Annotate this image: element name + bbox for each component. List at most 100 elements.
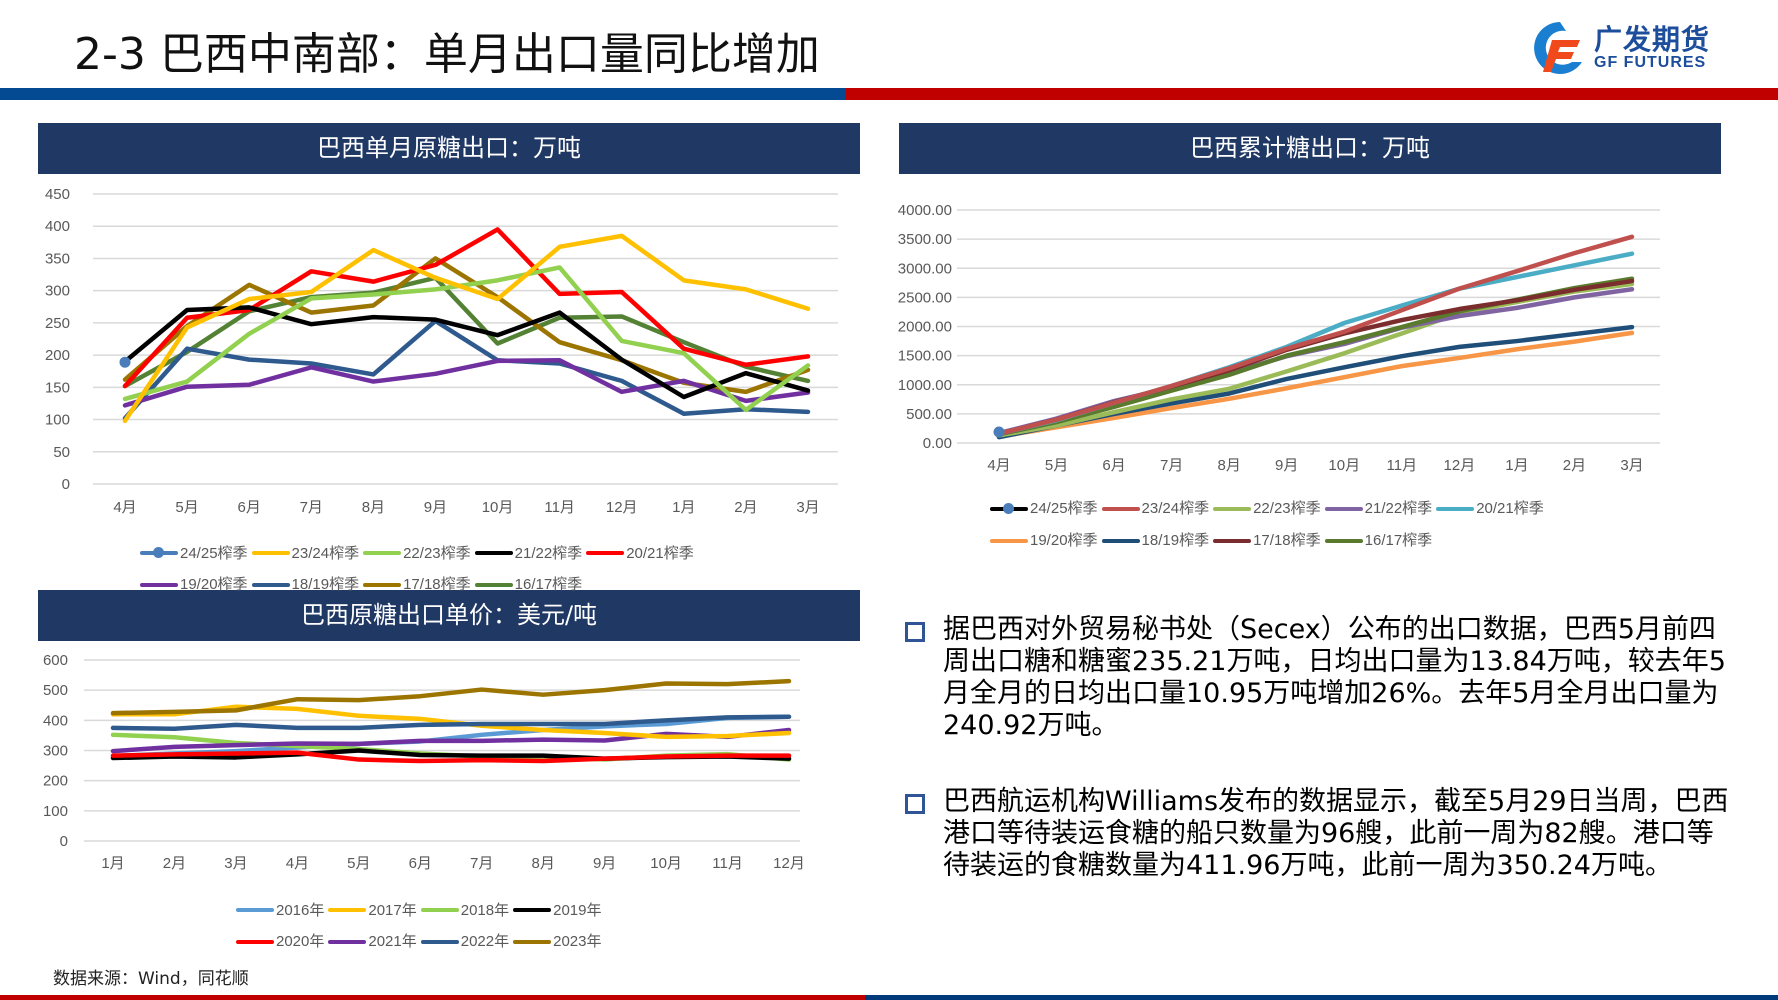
chart1-title-text: 巴西单月原糖出口：万吨	[317, 134, 581, 162]
commentary-2: 巴西航运机构Williams发布的数据显示，截至5月29日当周，巴西港口等待装运…	[905, 786, 1735, 882]
legend-item: 2016年	[236, 896, 324, 925]
legend-label: 21/22榨季	[514, 544, 583, 562]
x-tick-label: 6月	[1102, 457, 1125, 474]
legend-swatch-icon	[1213, 507, 1252, 511]
legend-item: 22/23榨季	[363, 539, 471, 568]
x-tick-label: 7月	[470, 855, 493, 872]
series-line-16/17榨季	[122, 275, 811, 389]
x-tick-label: 9月	[1275, 457, 1298, 474]
bullet-2: 巴西航运机构Williams发布的数据显示，截至5月29日当周，巴西港口等待装运…	[905, 786, 1735, 882]
y-tick-label: 200	[45, 347, 70, 364]
legend-item: 2023年	[513, 927, 602, 956]
y-tick-label: 2000.00	[898, 319, 952, 336]
x-tick-label: 6月	[238, 499, 261, 516]
legend-item: 2018年	[420, 896, 509, 925]
legend-swatch-icon	[328, 908, 367, 912]
chart3-legend: 2016年 2017年 2018年 2019年 2020年 2021年 2022年 2023年	[236, 893, 676, 956]
legend-swatch-icon	[140, 582, 178, 587]
legend-item: 2022年	[420, 927, 510, 956]
legend-item: 23/24榨季	[1101, 494, 1209, 524]
x-tick-label: 3月	[796, 499, 819, 516]
legend-swatch-icon	[1101, 539, 1140, 543]
legend-label: 2020年	[276, 933, 325, 950]
y-tick-label: 0	[62, 476, 70, 493]
y-tick-label: 1000.00	[898, 377, 952, 394]
chart2-legend: 24/25榨季 23/24榨季 22/23榨季 21/22榨季 20/21榨季 19/20…	[990, 492, 1630, 556]
legend-marker-icon	[1003, 503, 1014, 514]
chart3-title-text: 巴西原糖出口单价：美元/吨	[300, 601, 598, 629]
legend-label: 22/23榨季	[1253, 500, 1321, 517]
x-tick-label: 3月	[224, 855, 247, 872]
legend-label: 17/18榨季	[1253, 532, 1321, 549]
legend-item: 19/20榨季	[990, 526, 1098, 556]
series-line-2020年	[110, 750, 792, 764]
legend-label: 22/23榨季	[403, 544, 471, 562]
legend-label: 20/21榨季	[626, 544, 694, 562]
legend-label: 21/22榨季	[1364, 500, 1433, 517]
y-tick-label: 500.00	[906, 406, 952, 423]
y-tick-label: 100	[43, 803, 68, 820]
y-tick-label: 100	[45, 412, 70, 429]
series-line-20/21榨季	[122, 227, 811, 389]
chart3-title: 巴西原糖出口单价：美元/吨	[38, 590, 860, 641]
legend-label: 2022年	[460, 933, 510, 950]
y-tick-label: 400	[43, 712, 68, 729]
y-tick-label: 2500.00	[898, 289, 952, 306]
legend-item: 20/21榨季	[586, 539, 694, 568]
legend-item: 22/23榨季	[1213, 494, 1321, 524]
legend-item: 2020年	[236, 927, 324, 956]
footer-bar-blue	[865, 995, 1778, 1000]
legend-item: 19/20榨季	[140, 570, 248, 599]
legend-label: 24/25榨季	[1030, 500, 1098, 517]
series-line-2022年	[110, 714, 792, 732]
x-tick-label: 5月	[175, 499, 198, 516]
legend-label: 16/17榨季	[1364, 532, 1433, 549]
legend-item: 2019年	[513, 896, 602, 925]
legend-swatch-icon	[474, 551, 513, 555]
legend-swatch-icon	[251, 582, 290, 587]
square-bullet-icon	[905, 622, 925, 642]
legend-swatch-icon	[140, 547, 178, 558]
y-tick-label: 300	[45, 283, 70, 300]
y-tick-label: 500	[43, 682, 68, 699]
legend-item: 2021年	[328, 927, 417, 956]
legend-item: 20/21榨季	[1436, 494, 1544, 524]
logo-text-en: GF FUTURES	[1594, 54, 1707, 71]
legend-item: 23/24榨季	[251, 539, 360, 568]
legend-item: 17/18榨季	[1213, 526, 1321, 556]
legend-swatch-icon	[420, 939, 459, 944]
x-tick-label: 3月	[1620, 457, 1643, 474]
chart1-title: 巴西单月原糖出口：万吨	[38, 123, 860, 174]
gf-futures-logo: 广发期货 GF FUTURES	[1530, 18, 1740, 78]
legend-label: 23/24榨季	[291, 544, 360, 562]
legend-item: 2017年	[328, 896, 417, 925]
legend-swatch-icon	[328, 939, 367, 944]
legend-item: 24/25榨季	[140, 539, 248, 568]
series-line-21/22榨季	[122, 305, 811, 400]
legend-item: 17/18榨季	[363, 570, 471, 599]
x-tick-label: 12月	[773, 855, 805, 872]
y-tick-label: 150	[45, 379, 70, 396]
data-point-24/25榨季	[993, 426, 1005, 438]
legend-item: 16/17榨季	[1324, 526, 1433, 556]
legend-swatch-icon	[363, 551, 402, 555]
legend-swatch-icon	[1324, 507, 1363, 511]
y-tick-label: 1500.00	[898, 348, 952, 365]
y-tick-label: 300	[43, 743, 68, 760]
y-tick-label: 0	[60, 833, 68, 850]
series-line-19/20榨季	[996, 330, 1635, 439]
legend-marker-icon	[153, 547, 164, 558]
x-tick-label: 8月	[532, 855, 555, 872]
legend-item: 21/22榨季	[474, 539, 583, 568]
chart-1: 0 50 100 150 200 250 300 350 400 450 4月 5月 6月 7月 8月 9月 1…	[45, 186, 838, 516]
legend-label: 2021年	[368, 933, 417, 950]
y-tick-label: 0.00	[923, 435, 952, 452]
legend-label: 2019年	[553, 901, 602, 919]
x-tick-label: 5月	[347, 855, 370, 872]
legend-label: 18/19榨季	[291, 576, 360, 593]
legend-swatch-icon	[420, 908, 459, 912]
x-tick-label: 6月	[409, 855, 432, 872]
series-line-2021年	[110, 727, 792, 754]
x-tick-label: 5月	[1045, 457, 1068, 474]
chart1-legend: 24/25榨季 23/24榨季 22/23榨季 21/22榨季 20/21榨季 19/20…	[140, 536, 820, 599]
